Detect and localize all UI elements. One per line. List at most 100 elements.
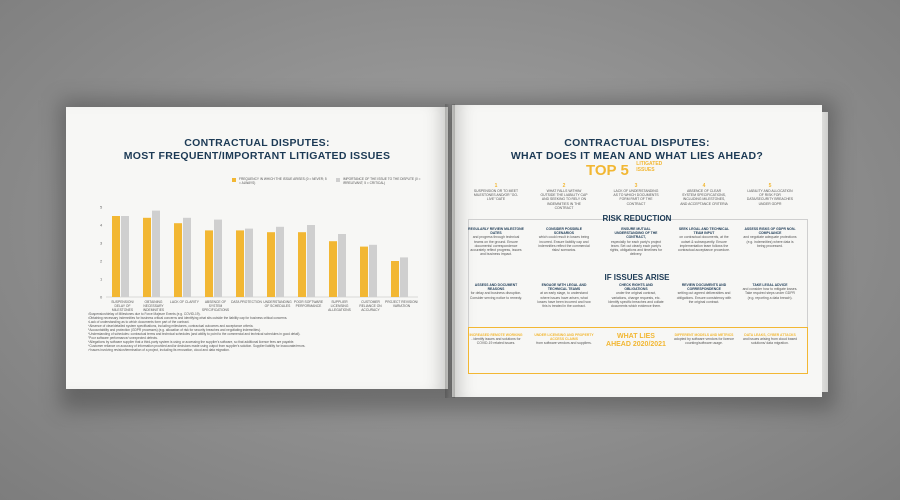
legend-swatch-frequency — [232, 178, 236, 182]
x-tick-label: UNDERSTANDING OF SCHEDULES — [263, 300, 292, 308]
left-page: CONTRACTUAL DISPUTES: MOST FREQUENT/IMPO… — [66, 107, 448, 389]
footnote: ⁴Absence of clear/detailed system specif… — [88, 324, 254, 328]
issue-number: 2 — [562, 183, 566, 189]
x-tick-label: OBTAINING NECESSARY INDEMNITIES — [142, 300, 165, 312]
bar-frequency — [174, 223, 182, 297]
bar-frequency — [329, 241, 337, 297]
left-title-line2: MOST FREQUENT/IMPORTANT LITIGATED ISSUES — [123, 150, 391, 162]
footnote: ³Lack of understanding as to which docum… — [88, 320, 190, 324]
bar-importance — [214, 219, 222, 297]
issue-number: 3 — [634, 183, 638, 189]
ahead-band — [468, 327, 808, 374]
issue-item: TAKE LEGAL ADVICE and consider how to mit… — [742, 283, 798, 300]
x-tick-label: PROJECT REVISION/ VARIATION — [385, 300, 418, 308]
bar-importance — [338, 234, 346, 297]
bar-importance — [400, 257, 408, 297]
bar-frequency — [143, 217, 151, 297]
y-tick-label: 2 — [100, 259, 103, 264]
y-tick-label: 5 — [100, 205, 103, 210]
footnote: ⁵Accountability and protection (GDPR pro… — [88, 328, 261, 332]
issue-item-head: ENGAGE WITH LEGAL AND TECHNICAL TEAMS — [541, 283, 587, 292]
issue-item: REVIEW DOCUMENTS AND CORRESPONDENCE setti… — [676, 283, 732, 304]
x-tick-label: SUPPLIER LICENSING ALLEGATIONS — [328, 300, 351, 312]
legend-swatch-importance — [336, 178, 340, 182]
risk-item-head: ENSURE MUTUAL UNDERSTANDING OF THE CONTR… — [614, 227, 658, 240]
risk-item: CONSIDER POSSIBLE SCENARIOS which could r… — [536, 227, 592, 252]
risk-item-head: ASSESS RISKS OF GDPR NON-COMPLIANCE — [744, 227, 796, 236]
legend-frequency: FREQUENCY IN WHICH THE ISSUE ARISES (0 =… — [232, 177, 327, 185]
ahead-item-body: - identify issues and solutions for COVI… — [471, 337, 521, 346]
y-tick-label: 1 — [100, 277, 103, 282]
issue-text: ABSENCE OF CLEAR SYSTEM SPECIFICATIONS, … — [680, 189, 728, 206]
issue-item-body: for delay and business disruption. Consi… — [469, 291, 523, 300]
risk-item-body: and progress through technical teams on … — [470, 235, 522, 257]
bar-chart: 0 1 2 3 4 5 — [100, 205, 418, 300]
issue-item-head: ASSESS AND DOCUMENT REASONS — [474, 283, 518, 292]
bar-importance — [369, 244, 377, 297]
issue-item: ASSESS AND DOCUMENT REASONS for delay and… — [468, 283, 524, 300]
ahead-item-head: UNDER LICENSING AND PROPERTY ACCESS CLAI… — [534, 333, 594, 342]
bar-importance — [183, 217, 191, 297]
page-edges — [818, 112, 828, 392]
issue-item: CHECK RIGHTS AND OBLIGATIONS under the or… — [608, 283, 664, 308]
x-tick-label: LACK OF CLARITY — [170, 300, 199, 304]
footnote: ⁸Allegations by software supplier that a… — [88, 340, 295, 344]
ahead-item-head: DIFFERENT MODELS AND METRICS — [674, 333, 734, 337]
ahead-title: WHAT LIES AHEAD 2020/2021 — [606, 333, 666, 348]
risk-item-body: which could result in losses being incur… — [538, 235, 590, 253]
top5-label: TOP 5 — [586, 162, 629, 179]
footnote: ¹⁰Issues involving revision/termination … — [88, 348, 230, 352]
risk-item-body: and negotiate adequate protections (e.g.… — [743, 235, 797, 248]
x-tick-label: POOR SOFTWARE PERFORMANCE — [293, 300, 324, 308]
footnote: ⁶Understanding of schedules: contractual… — [88, 332, 301, 336]
risk-item: ASSESS RISKS OF GDPR NON-COMPLIANCE and n… — [742, 227, 798, 248]
ahead-item-body: from software vendors and suppliers. — [536, 341, 592, 346]
ahead-item: UNDER LICENSING AND PROPERTY ACCESS CLAI… — [534, 333, 594, 346]
risk-item-head: SEEK LEGAL AND TECHNICAL TEAM INPUT — [678, 227, 730, 236]
issue-item-body: under the original contract, variations,… — [608, 291, 664, 309]
risk-item-head: REGULARLY REVIEW MILESTONE DATES — [468, 227, 524, 236]
bar-importance — [152, 210, 160, 297]
ahead-item-head: DATA LEAKS, CYBER ATTACKS — [744, 333, 796, 337]
issue-number: 4 — [702, 183, 706, 189]
ahead-item-head: INCREASED REMOTE WORKING — [469, 333, 523, 337]
top5-heading: TOP 5 LITIGATED ISSUES — [586, 161, 666, 180]
issue-item-body: and consider how to mitigate losses. Tak… — [742, 287, 798, 300]
legend-importance: IMPORTANCE OF THE ISSUE TO THE DISPUTE (… — [336, 177, 436, 185]
if-issues-heading: IF ISSUES ARISE — [604, 273, 670, 282]
y-tick-label: 3 — [100, 241, 103, 246]
bar-importance — [276, 226, 284, 297]
x-tick-label: SUSPENSION/ DELAY OF MILESTONES — [111, 300, 134, 312]
risk-item-head: CONSIDER POSSIBLE SCENARIOS — [546, 227, 582, 236]
issue-item-head: TAKE LEGAL ADVICE — [752, 283, 788, 287]
issue-text: LACK OF UNDERSTANDING AS TO WHICH DOCUME… — [613, 189, 659, 206]
bar-importance — [307, 225, 315, 297]
book-spine — [445, 104, 455, 398]
issue-number: 5 — [768, 183, 772, 189]
footnote: ¹Suspension/delay of Milestones due to F… — [88, 312, 201, 316]
issue-text: WHAT FALLS WITHIN/ OUTSIDE THE LIABILITY… — [540, 189, 588, 210]
issue-item-body: at an early stage, to understand where i… — [537, 291, 591, 309]
left-title-line1: CONTRACTUAL DISPUTES: — [184, 137, 330, 149]
risk-item: REGULARLY REVIEW MILESTONE DATES and prog… — [468, 227, 524, 256]
legend-label-frequency: FREQUENCY IN WHICH THE ISSUE ARISES (0 =… — [239, 177, 327, 185]
bar-frequency — [236, 230, 244, 297]
top5-sub: LITIGATED ISSUES — [636, 161, 663, 173]
issue-item: ENGAGE WITH LEGAL AND TECHNICAL TEAMS at … — [536, 283, 592, 308]
y-tick-label: 4 — [100, 223, 103, 228]
bar-frequency — [112, 216, 120, 297]
bar-importance — [245, 228, 253, 297]
left-title: CONTRACTUAL DISPUTES: MOST FREQUENT/IMPO… — [66, 137, 448, 163]
x-tick-label: CUSTOMER RELIANCE ON ACCURACY — [359, 300, 382, 312]
risk-item-body: on contractual documents, at the outset … — [677, 235, 731, 253]
issue-text: SUSPENSION OR TO MEET MILESTONES AND/OR … — [473, 189, 519, 202]
right-page: CONTRACTUAL DISPUTES: WHAT DOES IT MEAN … — [452, 105, 822, 397]
footnote: ⁷Poor software performance/ unexpected d… — [88, 336, 158, 340]
risk-reduction-heading: RISK REDUCTION — [602, 214, 672, 223]
footnotes: ¹Suspension/delay of Milestones due to F… — [88, 312, 418, 352]
ahead-item: INCREASED REMOTE WORKING - identify issue… — [466, 333, 526, 346]
issue-item-body: setting out agreed deliverables and obli… — [676, 291, 732, 304]
ahead-item-body: adopted by software vendors for licence … — [674, 337, 734, 346]
ahead-item-body: and issues arising from cloud based solu… — [742, 337, 798, 346]
bar-frequency — [205, 230, 213, 297]
